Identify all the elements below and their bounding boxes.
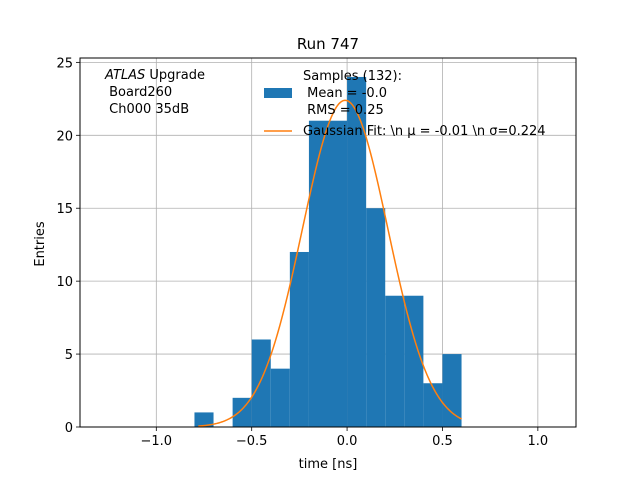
y-tick-label: 5 [65, 348, 73, 363]
y-tick-label: 20 [56, 129, 73, 144]
histogram-bar [308, 120, 328, 427]
chart-title: Run 747 [297, 35, 359, 53]
legend-hist-line1: Samples (132): [303, 69, 402, 84]
x-tick-label: 1.0 [528, 434, 549, 449]
y-axis-label: Entries [33, 221, 48, 267]
histogram-bar [328, 120, 348, 427]
histogram-bar [442, 354, 462, 427]
annotation-line1: ATLAS Upgrade [104, 68, 205, 83]
histogram-bar [423, 383, 443, 427]
histogram-bar [404, 295, 424, 427]
histogram-bar [251, 339, 271, 427]
atlas-annotation: ATLAS Upgrade Board260 Ch000 35dB [104, 68, 205, 117]
legend-hist-line2: Mean = -0.0 [303, 86, 387, 101]
annotation-channel: Ch000 35dB [105, 102, 189, 117]
x-tick-label: 0.0 [337, 434, 358, 449]
legend-hist-line3: RMS = 0.25 [303, 103, 384, 118]
legend: Samples (132): Mean = -0.0 RMS = 0.25 Ga… [264, 69, 546, 139]
fit-curve [198, 99, 462, 427]
legend-fit-label: Gaussian Fit: \n μ = -0.01 \n σ=0.224 [303, 124, 546, 139]
x-tick-label: −0.5 [236, 434, 268, 449]
y-tick-label: 15 [56, 202, 73, 217]
gaussian-fit [198, 99, 462, 427]
histogram-bar [270, 368, 290, 427]
x-tick-label: −1.0 [141, 434, 173, 449]
axis-ticks: −1.0 −0.5 0.0 0.5 1.0 0 5 10 15 20 25 [56, 56, 548, 449]
y-tick-label: 0 [65, 421, 73, 436]
x-tick-label: 0.5 [432, 434, 453, 449]
histogram-bar [289, 251, 309, 427]
annotation-board: Board260 [105, 85, 172, 100]
histogram-bar [347, 76, 367, 427]
axes-frame [79, 57, 577, 428]
x-axis-label: time [ns] [299, 457, 358, 472]
histogram-bar [194, 412, 214, 427]
annotation-upgrade: Upgrade [145, 68, 205, 83]
annotation-atlas: ATLAS [104, 68, 145, 83]
histogram-bar [385, 295, 405, 427]
y-tick-label: 10 [56, 275, 73, 290]
histogram-bar [232, 397, 252, 427]
histogram-bars [194, 76, 462, 427]
y-tick-label: 25 [56, 56, 73, 71]
histogram-bar [366, 208, 386, 427]
legend-hist-swatch [264, 88, 292, 98]
